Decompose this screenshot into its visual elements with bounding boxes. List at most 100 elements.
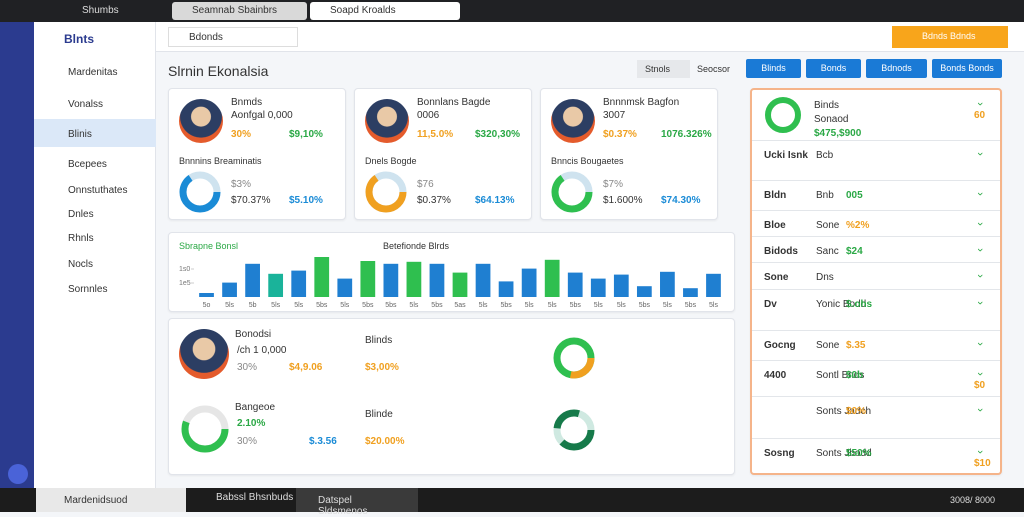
donut	[553, 409, 595, 451]
x-tick-label: 5ls	[525, 302, 534, 309]
nav-item[interactable]: Sornnles	[68, 284, 108, 295]
tab[interactable]: Shumbs	[82, 5, 119, 16]
person-sub: 2.10%	[237, 418, 266, 429]
nav-item[interactable]: Mardenitas	[68, 67, 118, 78]
bar	[706, 273, 721, 297]
card-sub: Aonfgal 0,000	[231, 110, 293, 121]
person-label: Blinde	[365, 409, 393, 420]
chart-card: Sbrapne Bonsl Betefionde Blrds 1s0 1e5 5o 5…	[168, 232, 735, 312]
dropdown[interactable]: Bdonds	[168, 27, 298, 47]
avatar	[365, 99, 409, 143]
chevron[interactable]: ›	[973, 372, 986, 376]
action-button[interactable]: Bonds	[806, 59, 861, 78]
action-button[interactable]: Bonds Bonds	[932, 59, 1002, 78]
clock: 3008/ 8000	[950, 495, 996, 505]
tab-button[interactable]: Stnols	[637, 60, 690, 78]
card-label: Dnels Bogde	[365, 156, 417, 166]
row-text: Sonts Jadch	[816, 406, 872, 417]
row-divider	[752, 140, 1000, 141]
chevron[interactable]: ›	[973, 102, 986, 106]
avatar	[179, 99, 223, 143]
person-value: $.3.56	[309, 436, 337, 447]
nav-button[interactable]	[8, 464, 28, 484]
bar	[613, 274, 629, 297]
bar	[406, 261, 422, 297]
side-panel: Binds Sonaod $475,$900 60 › Ucki Isnk Bcb › Bldn…	[750, 88, 1002, 475]
bar	[567, 272, 583, 297]
card-pct: 30%	[231, 129, 252, 140]
x-tick-label: 5bs	[362, 302, 374, 309]
card-pct: 11,5.0%	[417, 129, 454, 140]
card-label: Bnnnins Breaminatis	[179, 156, 262, 166]
task-item[interactable]: Babssl Bhsnbuds	[216, 492, 294, 503]
x-tick-label: 5ls	[548, 302, 557, 309]
x-tick-label: 5ls	[340, 302, 349, 309]
nav-item[interactable]: Dnles	[68, 209, 94, 220]
x-tick-label: 5ls	[479, 302, 488, 309]
bar	[498, 281, 514, 297]
bar	[268, 273, 284, 297]
row-end: 60	[974, 110, 986, 121]
nav-item[interactable]: Bcepees	[68, 159, 107, 170]
chevron[interactable]: ›	[973, 274, 986, 278]
nav-item[interactable]: Rhnls	[68, 233, 94, 244]
bar	[521, 268, 537, 297]
stat-card: Bonnlans Bagde 0006 11,5.0% $320,30% Dnels B…	[354, 88, 532, 220]
chevron[interactable]: ›	[973, 450, 986, 454]
nav-item[interactable]: Onnstuthates	[68, 185, 128, 196]
card-stat: $74.30%	[661, 195, 701, 206]
row-end: $10	[974, 458, 991, 469]
donut	[181, 405, 229, 453]
x-tick-label: 5bs	[500, 302, 512, 309]
donut	[765, 97, 801, 133]
chevron[interactable]: ›	[973, 301, 986, 305]
action-button[interactable]: Bdnods	[866, 59, 927, 78]
card-stat: $64.13%	[475, 195, 515, 206]
chevron[interactable]: ›	[973, 192, 986, 196]
row-divider	[752, 210, 1000, 211]
row-text: Sone	[816, 220, 840, 231]
y-tick-label: 1e5	[179, 280, 191, 287]
person-amount: $20.00%	[365, 436, 405, 447]
chevron[interactable]: ›	[973, 222, 986, 226]
chevron[interactable]: ›	[973, 152, 986, 156]
tab-button[interactable]: Seocsor	[697, 64, 731, 74]
bar	[429, 263, 445, 297]
card-stat: $1.600%	[603, 195, 643, 206]
action-button[interactable]: Blinds	[746, 59, 801, 78]
bar	[245, 263, 260, 297]
tab[interactable]: Soapd Kroalds	[310, 2, 460, 20]
task-item[interactable]: Mardenidsuod	[36, 488, 186, 512]
row-divider	[752, 262, 1000, 263]
bar	[291, 270, 307, 297]
card-label: Bnncis Bougaetes	[551, 156, 624, 166]
ring	[551, 171, 593, 213]
chevron[interactable]: ›	[973, 248, 986, 252]
chevron[interactable]: ›	[973, 408, 986, 412]
bar	[475, 263, 491, 297]
row-text: Yonic Bodd	[816, 299, 867, 310]
tab[interactable]: Seamnab Sbainbrs	[172, 2, 307, 20]
donut	[553, 337, 595, 379]
row-text: Dns	[816, 272, 834, 283]
person-pct: 30%	[237, 436, 258, 447]
people-card: Bonodsi /ch 1 0,000 30% $4,9.06 Blinds $…	[168, 318, 735, 475]
row-value: $0b	[846, 370, 864, 381]
donut	[365, 171, 407, 213]
avatar	[551, 99, 595, 143]
nav-item[interactable]: Nocls	[68, 259, 94, 270]
card-stat: $76	[417, 179, 434, 190]
y-tick-label: 1s0	[179, 266, 190, 273]
nav-item[interactable]: Blinis	[68, 129, 92, 140]
x-tick-label: 5bs	[639, 302, 651, 309]
row-text: Sonts Jbodd	[816, 448, 872, 459]
chevron[interactable]: ›	[973, 342, 986, 346]
header-button[interactable]: Bdnds Bdnds	[892, 26, 1008, 48]
row-text: Bnb	[816, 190, 834, 201]
task-item[interactable]: Datspel Sldsmenos	[296, 488, 418, 517]
nav-item[interactable]: Vonalss	[68, 99, 104, 110]
person-name: Bangeoe	[235, 402, 276, 413]
row-value: $475,$900	[814, 128, 862, 139]
row-label: Binds	[814, 100, 840, 111]
